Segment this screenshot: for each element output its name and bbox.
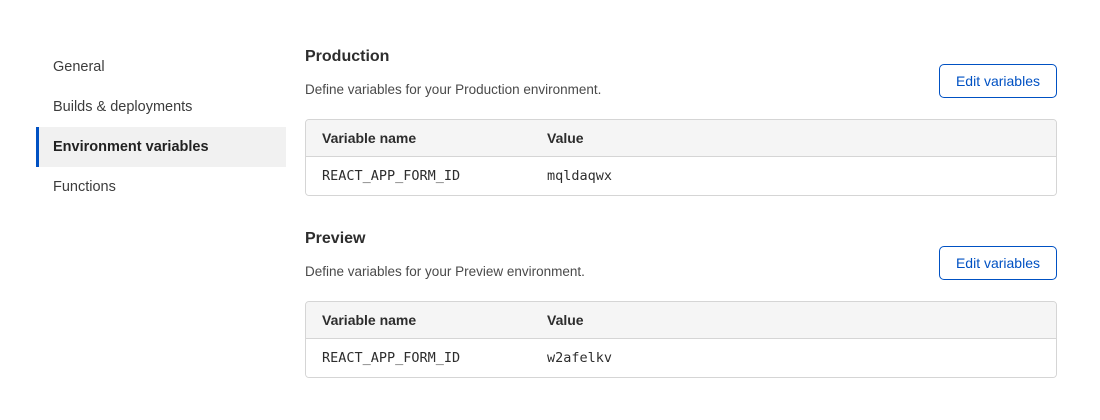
sidebar-item-label: Builds & deployments [53,99,193,115]
sidebar-item-environment-variables[interactable]: Environment variables [36,127,286,167]
preview-section: Preview Define variables for your Previe… [305,229,1057,378]
settings-sidebar: General Builds & deployments Environment… [36,47,286,207]
preview-description: Define variables for your Preview enviro… [305,264,585,279]
preview-title: Preview [305,230,366,247]
sidebar-item-functions[interactable]: Functions [36,167,286,207]
production-description: Define variables for your Production env… [305,82,602,97]
column-header-value: Value [531,120,1056,157]
production-section: Production Define variables for your Pro… [305,47,1057,196]
table-header-row: Variable name Value [306,120,1056,157]
production-edit-variables-button[interactable]: Edit variables [938,64,1057,98]
table-header-row: Variable name Value [306,302,1056,339]
column-header-variable-name: Variable name [306,120,531,157]
production-title: Production [305,48,390,65]
environment-variables-content: Production Define variables for your Pro… [305,47,1057,378]
variable-name-cell: REACT_APP_FORM_ID [306,338,531,377]
sidebar-item-label: Environment variables [53,139,209,155]
table-row: REACT_APP_FORM_ID mqldaqwx [306,156,1056,195]
preview-edit-variables-button[interactable]: Edit variables [938,246,1057,280]
sidebar-item-general[interactable]: General [36,47,286,87]
sidebar-item-label: Functions [53,179,116,195]
production-variables-table: Variable name Value REACT_APP_FORM_ID mq… [305,119,1057,196]
table-row: REACT_APP_FORM_ID w2afelkv [306,338,1056,377]
sidebar-item-builds-deployments[interactable]: Builds & deployments [36,87,286,127]
sidebar-item-label: General [53,59,105,75]
preview-variables-table: Variable name Value REACT_APP_FORM_ID w2… [305,301,1057,378]
variable-value-cell: mqldaqwx [531,156,1056,195]
column-header-variable-name: Variable name [306,302,531,339]
variable-name-cell: REACT_APP_FORM_ID [306,156,531,195]
column-header-value: Value [531,302,1056,339]
variable-value-cell: w2afelkv [531,338,1056,377]
